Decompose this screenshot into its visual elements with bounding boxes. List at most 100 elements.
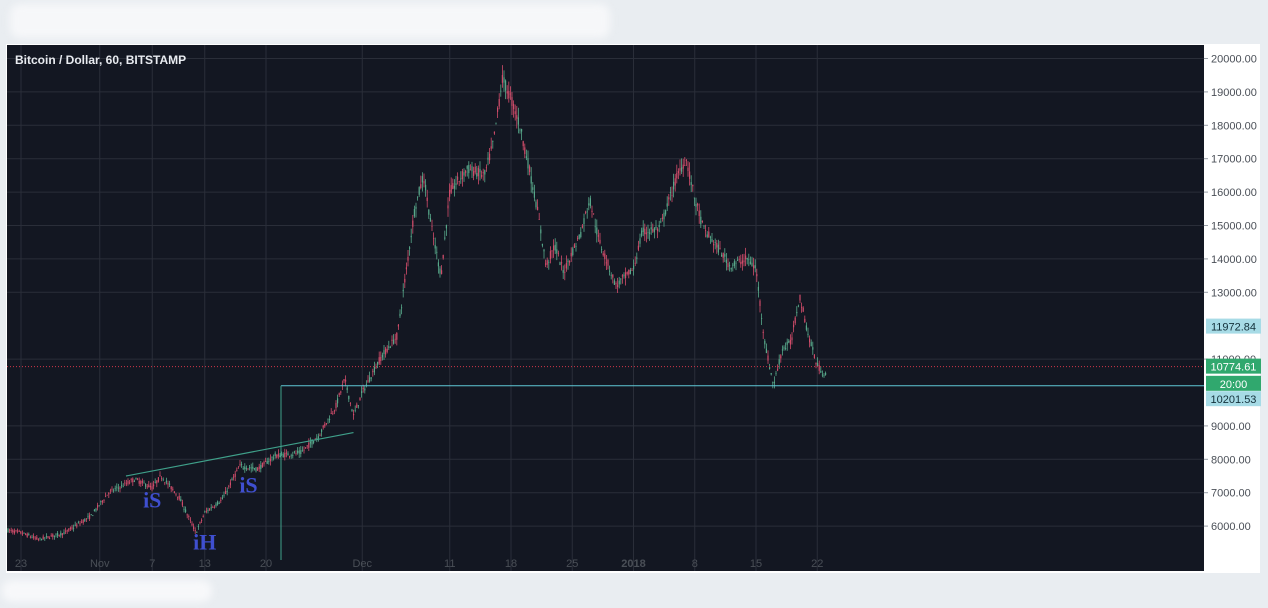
candle-body xyxy=(396,332,398,340)
candle-body xyxy=(279,455,281,458)
x-tick-label: Nov xyxy=(90,558,110,570)
plot-area[interactable] xyxy=(7,45,1204,571)
candle-body xyxy=(716,242,718,248)
y-axis-bg xyxy=(1204,45,1260,573)
candle-body xyxy=(241,464,243,466)
candle-body xyxy=(161,478,163,479)
candle-body xyxy=(153,484,155,487)
candle-body xyxy=(698,210,700,216)
candle-body xyxy=(479,168,481,173)
candle-body xyxy=(549,251,551,260)
candle-body xyxy=(28,534,30,536)
candle-body xyxy=(709,236,711,238)
candle-body xyxy=(346,387,348,391)
candle-body xyxy=(719,247,721,250)
y-tick-label: 14000.00 xyxy=(1211,254,1257,266)
candle-body xyxy=(511,97,513,106)
candle-body xyxy=(519,129,521,131)
candle-body xyxy=(169,483,171,485)
candle-body xyxy=(327,418,329,420)
candle-body xyxy=(775,372,777,374)
candle-body xyxy=(612,274,614,278)
candle-body xyxy=(229,482,231,486)
candle-body xyxy=(415,206,417,209)
pattern-annotation: iS xyxy=(239,473,257,498)
candle-body xyxy=(252,466,254,469)
candle-body xyxy=(682,164,684,169)
candle-body xyxy=(631,270,633,271)
candle-body xyxy=(42,536,44,540)
candle-body xyxy=(498,99,500,107)
candle-body xyxy=(481,175,483,177)
y-tick-label: 9000.00 xyxy=(1211,421,1251,433)
candle-body xyxy=(487,157,489,160)
candle-body xyxy=(329,419,331,420)
candle-body xyxy=(332,412,334,414)
candle-body xyxy=(562,270,564,273)
candle-body xyxy=(708,231,710,238)
candle-body xyxy=(55,533,57,535)
candle-body xyxy=(57,532,59,536)
overlays: iS iH iS xyxy=(7,366,1204,560)
candle-body xyxy=(548,261,550,263)
candle-body xyxy=(453,185,455,189)
candle-body xyxy=(21,533,23,535)
candle-body xyxy=(665,210,667,215)
candle-body xyxy=(273,457,275,459)
candle-body xyxy=(445,225,447,229)
candle-body xyxy=(674,178,676,186)
candle-body xyxy=(581,225,583,228)
candle-body xyxy=(226,490,228,492)
candle-body xyxy=(786,341,788,345)
candles xyxy=(7,65,827,542)
candle-body xyxy=(15,530,17,532)
candle-body xyxy=(135,478,137,480)
candle-body xyxy=(205,511,207,512)
candle-body xyxy=(401,307,403,309)
candle-body xyxy=(735,262,737,264)
candle-body xyxy=(301,450,303,452)
blurred-footer xyxy=(2,580,212,602)
candle-body xyxy=(268,460,270,462)
y-tick-label: 13000.00 xyxy=(1211,287,1257,299)
candle-body xyxy=(330,413,332,414)
candle-body xyxy=(159,475,161,477)
candle-body xyxy=(207,509,209,512)
candle-body xyxy=(111,488,113,490)
candle-body xyxy=(572,248,574,256)
candle-body xyxy=(580,232,582,238)
candle-body xyxy=(23,532,25,534)
candle-body xyxy=(9,529,11,531)
candle-body xyxy=(300,450,302,455)
trendline[interactable] xyxy=(125,431,354,477)
candle-body xyxy=(711,239,713,242)
candle-body xyxy=(143,482,145,484)
x-axis-bg xyxy=(7,571,1204,573)
candle-body xyxy=(671,195,673,197)
candle-body xyxy=(85,518,87,520)
candle-body xyxy=(381,354,383,358)
candle-body xyxy=(282,454,284,458)
candle-body xyxy=(265,461,267,463)
candle-body xyxy=(213,506,215,508)
candle-body xyxy=(412,220,414,227)
candle-body xyxy=(578,234,580,239)
candle-body xyxy=(221,497,223,500)
candle-body xyxy=(431,226,433,227)
candle-body xyxy=(44,537,46,539)
y-tick-label: 7000.00 xyxy=(1211,488,1251,500)
candle-body xyxy=(162,479,164,481)
candle-body xyxy=(436,251,438,253)
candle-body xyxy=(652,229,654,232)
candle-body xyxy=(82,520,84,523)
candle-body xyxy=(391,339,393,342)
candle-body xyxy=(669,192,671,193)
candle-body xyxy=(452,183,454,189)
candle-body xyxy=(676,172,678,179)
candle-body xyxy=(92,515,94,517)
candle-body xyxy=(705,230,707,232)
y-tick-label: 20000.00 xyxy=(1211,54,1257,66)
candle-body xyxy=(721,254,723,257)
candle-body xyxy=(767,355,769,361)
